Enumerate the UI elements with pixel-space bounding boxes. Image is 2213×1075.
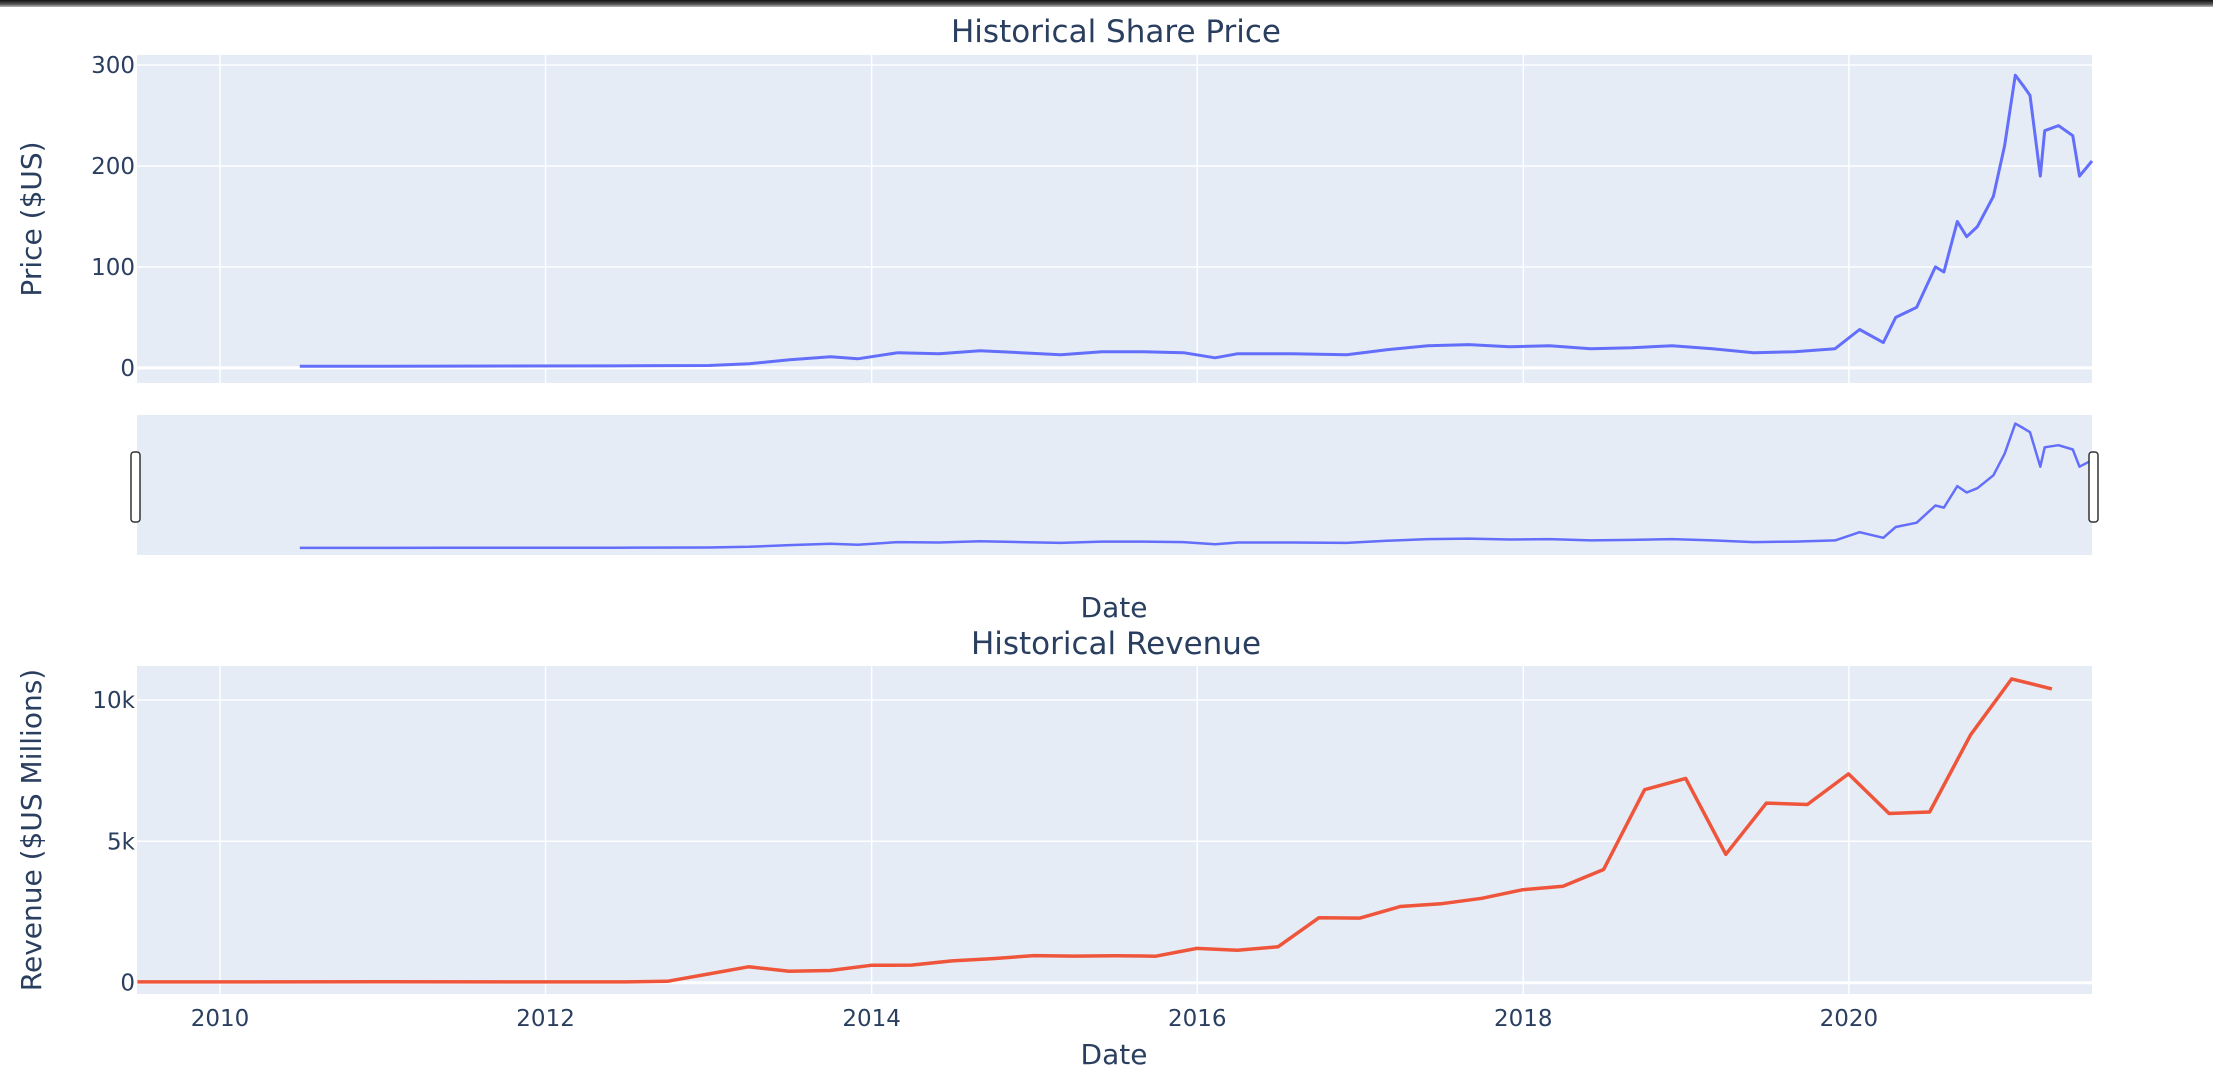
range-slider-background[interactable]: [137, 415, 2092, 555]
revenue-x-tick-label: 2012: [516, 1006, 575, 1032]
window-top-edge: [0, 0, 2213, 7]
range-slider-preview-line: [299, 422, 2093, 550]
range-slider-left-handle[interactable]: [130, 451, 141, 523]
price-y-tick-label: 200: [91, 154, 135, 180]
price-y-tick-label: 300: [91, 53, 135, 79]
revenue-chart-title: Historical Revenue: [971, 626, 1261, 662]
revenue-x-ticks: 2010 2012 2014 2016 2018 2020: [191, 1006, 1878, 1032]
range-slider-right-handle[interactable]: [2088, 451, 2099, 523]
revenue-series-line[interactable]: [137, 677, 2053, 984]
revenue-x-tick-label: 2010: [191, 1006, 250, 1032]
revenue-x-tick-label: 2020: [1820, 1006, 1879, 1032]
revenue-x-tick-label: 2018: [1494, 1006, 1553, 1032]
price-x-axis-title: Date: [1081, 591, 1148, 624]
revenue-plot-area[interactable]: [137, 666, 2092, 994]
price-y-axis-title: Price ($US): [15, 141, 48, 296]
price-series-line[interactable]: [299, 73, 2094, 368]
revenue-y-tick-label: 10k: [92, 688, 135, 714]
revenue-x-tick-label: 2014: [842, 1006, 901, 1032]
price-chart-title: Historical Share Price: [951, 14, 1281, 50]
price-y-tick-label: 0: [120, 356, 135, 382]
revenue-x-axis-title: Date: [1081, 1038, 1148, 1071]
revenue-gridlines: [137, 666, 2092, 994]
price-y-tick-label: 100: [91, 255, 135, 281]
revenue-y-tick-label: 0: [120, 971, 135, 997]
price-y-ticks: 0 100 200 300: [91, 53, 135, 382]
price-gridlines: [137, 55, 2092, 383]
price-plot-area[interactable]: [137, 55, 2092, 383]
revenue-y-tick-label: 5k: [107, 829, 136, 855]
revenue-y-ticks: 0 5k 10k: [92, 688, 135, 997]
revenue-y-axis-title: Revenue ($US Millions): [15, 669, 48, 991]
revenue-x-tick-label: 2016: [1168, 1006, 1227, 1032]
